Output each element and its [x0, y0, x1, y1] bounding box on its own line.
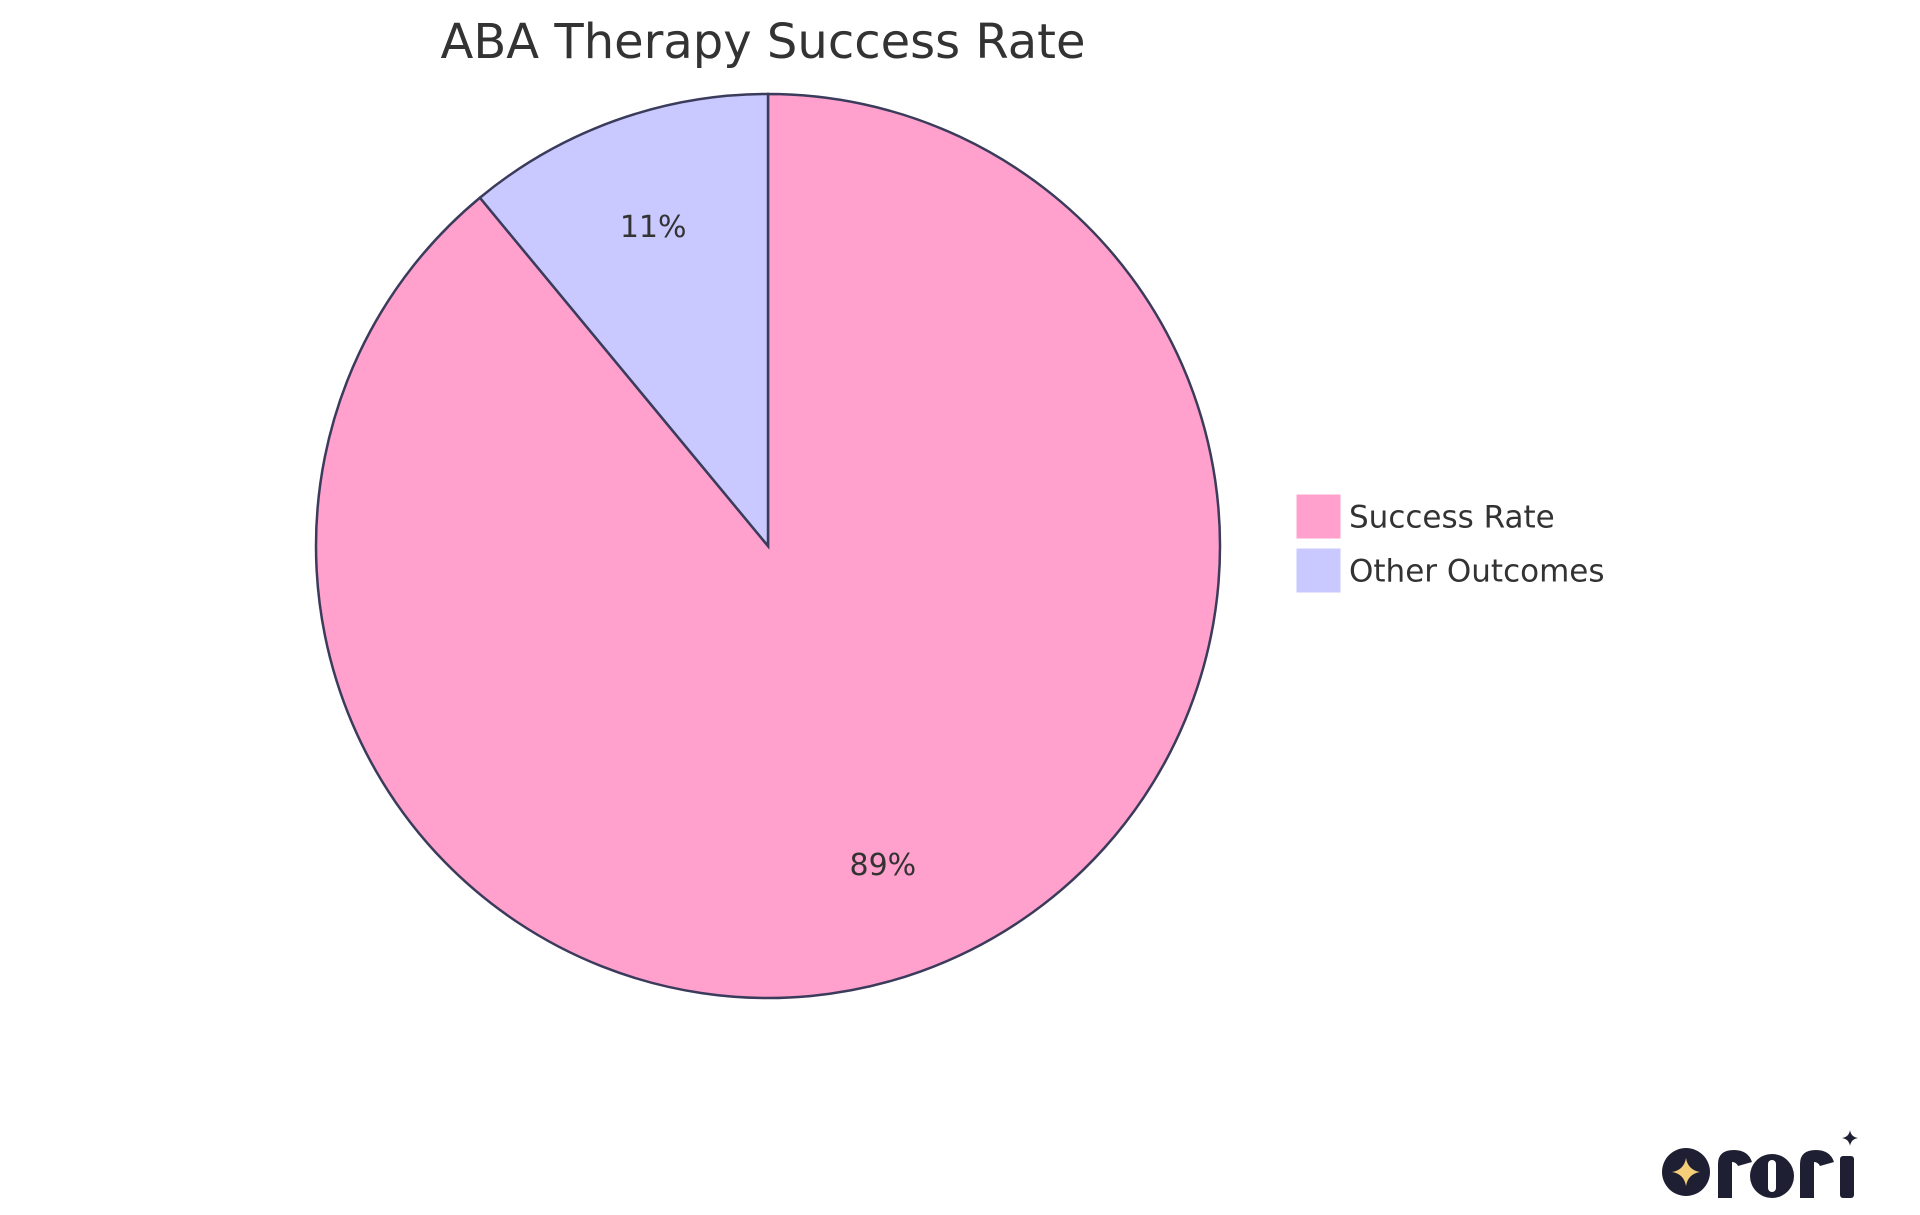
logo-star-icon — [1672, 1158, 1700, 1186]
logo-letter-i — [1840, 1156, 1854, 1198]
chart-title: ABA Therapy Success Rate — [441, 14, 1086, 70]
logo-letter-r1 — [1718, 1150, 1752, 1198]
legend: Success Rate Other Outcomes — [1295, 493, 1605, 594]
pie-slice-labels: 89% 11% — [620, 210, 916, 883]
legend-swatch — [1295, 547, 1342, 594]
logo-letter-o-counter — [1768, 1160, 1776, 1192]
pie-slice-label: 11% — [620, 210, 687, 245]
rori-logo — [1662, 1130, 1858, 1198]
pie-slice-label: 89% — [849, 848, 916, 883]
logo-letter-r2 — [1800, 1150, 1834, 1198]
logo-sparkle-icon — [1842, 1130, 1858, 1146]
legend-swatch — [1295, 493, 1342, 540]
legend-label: Success Rate — [1349, 500, 1555, 536]
legend-label: Other Outcomes — [1349, 554, 1605, 590]
pie-slices — [314, 92, 1222, 1000]
pie-slice-other-outcomes — [478, 92, 770, 550]
